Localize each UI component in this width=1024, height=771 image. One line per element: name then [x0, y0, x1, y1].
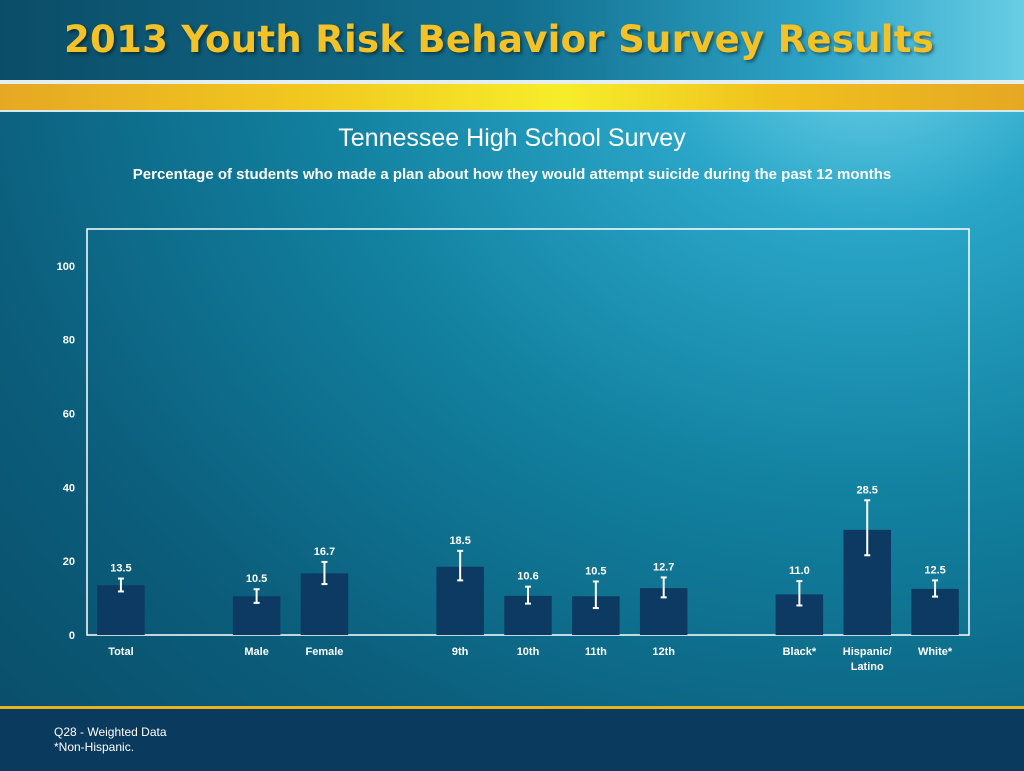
- x-tick-label: 10th: [517, 646, 540, 658]
- value-labels-group: 13.5 10.5 16.7 18.5 10.6 10.5 12.7 11.0 28.5 12.5: [110, 484, 946, 585]
- x-tick-label: 12th: [652, 646, 675, 658]
- y-tick-label: 60: [63, 409, 75, 421]
- y-tick-label: 20: [63, 556, 75, 568]
- chart-subtitle: Percentage of students who made a plan a…: [132, 166, 892, 183]
- x-tick-label: 9th: [452, 646, 469, 658]
- x-tick-label: Hispanic/Latino: [843, 646, 892, 673]
- header-divider: [0, 80, 1024, 84]
- value-label: 18.5: [449, 535, 470, 547]
- chart-title: Tennessee High School Survey: [338, 124, 686, 152]
- value-label: 10.5: [585, 565, 606, 577]
- x-tick-label: Female: [306, 646, 344, 658]
- footer-note-nonhispanic: *Non-Hispanic.: [54, 740, 135, 754]
- y-tick-label: 40: [63, 482, 75, 494]
- x-tick-label: Male: [244, 646, 268, 658]
- value-label: 13.5: [110, 563, 131, 575]
- x-tick-label: Total: [108, 646, 133, 658]
- footer-note-question: Q28 - Weighted Data: [54, 725, 167, 739]
- x-tick-label: 11th: [585, 646, 607, 658]
- value-label: 28.5: [857, 484, 878, 496]
- bar: [97, 585, 145, 635]
- y-axis: 0 20 40 60 80 100: [57, 261, 75, 642]
- value-label: 10.5: [246, 573, 267, 585]
- value-label: 10.6: [517, 571, 538, 583]
- y-tick-label: 100: [57, 261, 75, 273]
- x-tick-label: White*: [918, 646, 953, 658]
- footer: Q28 - Weighted Data *Non-Hispanic.: [0, 706, 1024, 771]
- x-tick-label: Black*: [783, 646, 817, 658]
- x-axis: Total Male Female 9th 10th 11th 12th Black* Hisp…: [108, 646, 953, 673]
- error-bars-group: [117, 499, 939, 610]
- page-title: 2013 Youth Risk Behavior Survey Results: [64, 18, 935, 61]
- y-tick-label: 80: [63, 335, 75, 347]
- value-label: 16.7: [314, 546, 335, 558]
- y-tick-label: 0: [69, 630, 75, 642]
- header-divider-bottom: [0, 110, 1024, 112]
- value-label: 12.5: [924, 564, 945, 576]
- value-label: 12.7: [653, 561, 674, 573]
- header-gold-stripe: [0, 84, 1024, 110]
- value-label: 11.0: [789, 565, 810, 577]
- header-banner: [0, 0, 1024, 80]
